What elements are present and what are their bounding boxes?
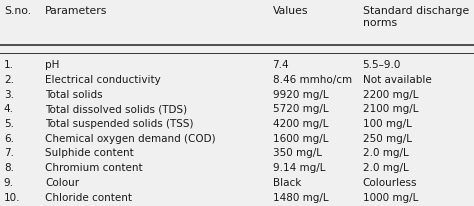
- Text: Sulphide content: Sulphide content: [45, 148, 134, 158]
- Text: 5720 mg/L: 5720 mg/L: [273, 104, 328, 114]
- Text: 2100 mg/L: 2100 mg/L: [363, 104, 418, 114]
- Text: 250 mg/L: 250 mg/L: [363, 133, 411, 143]
- Text: Values: Values: [273, 6, 308, 16]
- Text: 4200 mg/L: 4200 mg/L: [273, 118, 328, 129]
- Text: Chemical oxygen demand (COD): Chemical oxygen demand (COD): [45, 133, 216, 143]
- Text: 9.: 9.: [4, 177, 14, 187]
- Text: 1.: 1.: [4, 60, 14, 70]
- Text: 9920 mg/L: 9920 mg/L: [273, 89, 328, 99]
- Text: 2200 mg/L: 2200 mg/L: [363, 89, 418, 99]
- Text: 2.0 mg/L: 2.0 mg/L: [363, 148, 409, 158]
- Text: pH: pH: [45, 60, 59, 70]
- Text: 5.: 5.: [4, 118, 14, 129]
- Text: 1480 mg/L: 1480 mg/L: [273, 192, 328, 202]
- Text: Colourless: Colourless: [363, 177, 417, 187]
- Text: Parameters: Parameters: [45, 6, 108, 16]
- Text: 1600 mg/L: 1600 mg/L: [273, 133, 328, 143]
- Text: Colour: Colour: [45, 177, 79, 187]
- Text: Total solids: Total solids: [45, 89, 103, 99]
- Text: 2.0 mg/L: 2.0 mg/L: [363, 162, 409, 172]
- Text: 8.: 8.: [4, 162, 14, 172]
- Text: 6.: 6.: [4, 133, 14, 143]
- Text: Not available: Not available: [363, 75, 431, 85]
- Text: 8.46 mmho/cm: 8.46 mmho/cm: [273, 75, 352, 85]
- Text: 7.4: 7.4: [273, 60, 289, 70]
- Text: Total suspended solids (TSS): Total suspended solids (TSS): [45, 118, 193, 129]
- Text: 5.5–9.0: 5.5–9.0: [363, 60, 401, 70]
- Text: 2.: 2.: [4, 75, 14, 85]
- Text: Electrical conductivity: Electrical conductivity: [45, 75, 161, 85]
- Text: 3.: 3.: [4, 89, 14, 99]
- Text: 100 mg/L: 100 mg/L: [363, 118, 411, 129]
- Text: 10.: 10.: [4, 192, 20, 202]
- Text: Chloride content: Chloride content: [45, 192, 132, 202]
- Text: S.no.: S.no.: [4, 6, 31, 16]
- Text: 4.: 4.: [4, 104, 14, 114]
- Text: 7.: 7.: [4, 148, 14, 158]
- Text: Black: Black: [273, 177, 301, 187]
- Text: Total dissolved solids (TDS): Total dissolved solids (TDS): [45, 104, 187, 114]
- Text: Chromium content: Chromium content: [45, 162, 143, 172]
- Text: 1000 mg/L: 1000 mg/L: [363, 192, 418, 202]
- Text: 350 mg/L: 350 mg/L: [273, 148, 321, 158]
- Text: 9.14 mg/L: 9.14 mg/L: [273, 162, 325, 172]
- Text: Standard discharge
norms: Standard discharge norms: [363, 6, 469, 28]
